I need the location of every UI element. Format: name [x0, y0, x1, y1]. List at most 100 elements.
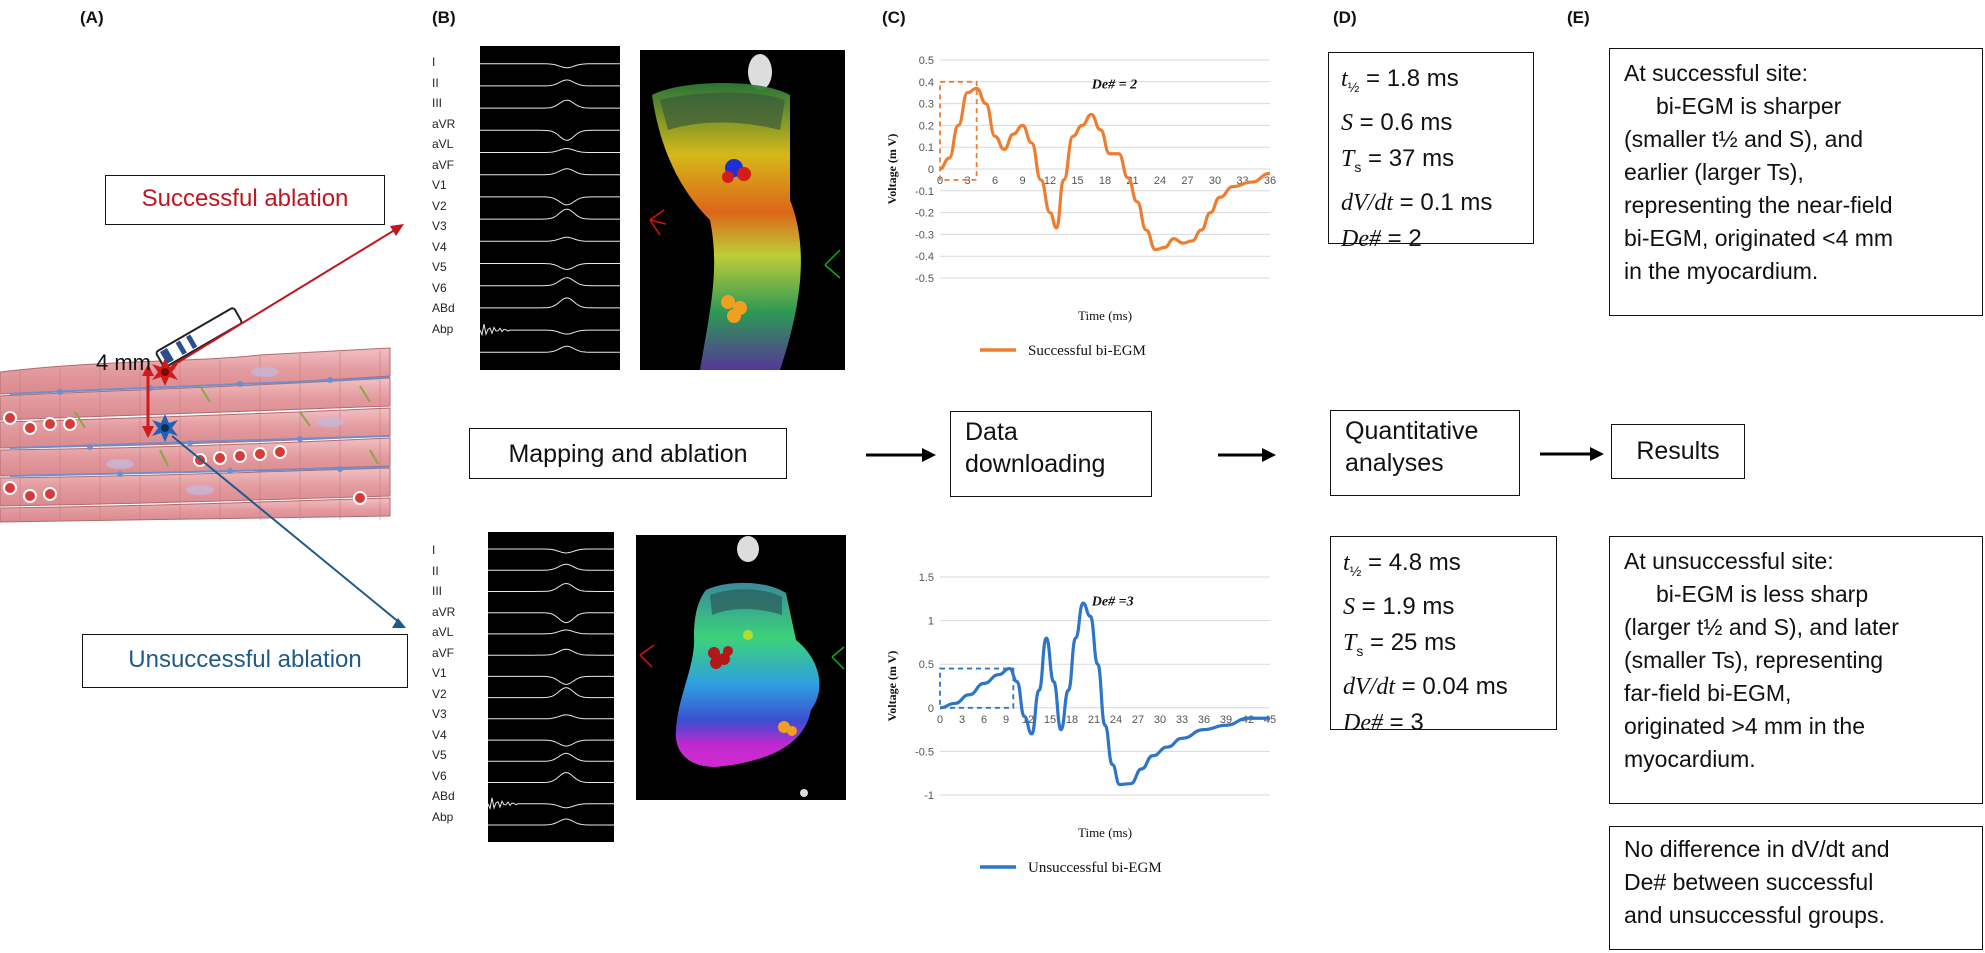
results-nodiff-line: De# between successful: [1624, 869, 1874, 895]
data-downloading-line2: downloading: [965, 450, 1106, 478]
ecg-trace-line: [479, 147, 620, 153]
unsuccessful-site-burst: [152, 414, 178, 442]
x-tick-label: 15: [1071, 175, 1083, 187]
ecg-lead-label: ABd: [432, 301, 455, 315]
mapping-and-ablation-step: Mapping and ablation: [469, 428, 787, 479]
ecg-lead-label: V2: [432, 686, 447, 701]
tissue-illustration: [0, 224, 406, 628]
ecg-lead-label: V2: [432, 198, 447, 213]
ecg-trace-line: [487, 612, 614, 624]
x-tick-label: 6: [992, 175, 998, 187]
ecg-lead-label: V3: [432, 219, 447, 233]
ecg-lead-label: V5: [432, 260, 447, 274]
data-downloading-line1: Data: [965, 418, 1018, 446]
ecg-trace-line: [487, 548, 614, 554]
x-tick-label: 9: [1003, 714, 1009, 726]
ecg-lead-label: aVR: [432, 604, 456, 619]
x-tick-label: 27: [1132, 714, 1144, 726]
successful-ablation-label: Successful ablation: [105, 175, 385, 225]
ecg-lead-label: V1: [432, 178, 447, 192]
param-s-successful: S = 0.6 ms: [1341, 108, 1453, 136]
ecg-lead-label: V6: [432, 768, 447, 783]
ecg-lead-label: II: [432, 563, 439, 578]
results-successful-line: (smaller t½ and S), and: [1624, 126, 1864, 152]
successful-egm-chart: 0.50.40.30.20.10-0.1-0.2-0.3-0.4-0.50 3 6 9…: [885, 55, 1276, 358]
x-tick-label: 9: [1019, 175, 1025, 187]
ecg-lead-labels-bottom: I II III aVR aVL aVF V1 V2 V3 V4 V5 V6 ABd Abp: [432, 540, 455, 827]
ecg-lead-label: Abp: [432, 809, 454, 824]
y-tick-label: 1.5: [919, 572, 934, 584]
highlight-box: [939, 667, 1015, 709]
y-tick-label: 0.4: [919, 77, 934, 89]
highlight-box: [939, 80, 978, 181]
x-tick-label: 18: [1099, 175, 1111, 187]
ecg-lead-label: V6: [432, 280, 447, 295]
x-tick-label: 3: [964, 175, 970, 187]
distance-arrow: [142, 364, 154, 438]
ecg-trace-line: [487, 752, 614, 762]
y-tick-label: 0.2: [919, 120, 934, 132]
quantitative-analyses-line1: Quantitative: [1345, 417, 1479, 445]
y-tick-label: -0.4: [915, 251, 934, 263]
data-downloading-step: Data downloading: [950, 411, 1152, 497]
ecg-trace-line: [487, 629, 614, 635]
y-tick-label: 0.3: [919, 99, 934, 111]
results-unsuccessful-line: bi-EGM is less sharp: [1624, 581, 1869, 607]
x-axis-label: Time (ms): [1078, 825, 1132, 840]
series-line: [939, 601, 1270, 787]
electroanatomic-map-bottom: [636, 535, 846, 800]
param-ts-unsuccessful: Ts = 25 ms: [1343, 628, 1457, 659]
panel-label-c: (C): [882, 8, 906, 27]
results-unsuccessful-line: At unsuccessful site:: [1624, 548, 1834, 574]
muscle-fibers: [0, 347, 391, 523]
ecg-trace-line: [479, 208, 620, 220]
ecg-lead-label: V5: [432, 748, 447, 762]
ecg-lead-label: V4: [432, 239, 447, 254]
quantitative-analyses-line2: analyses: [1345, 449, 1444, 477]
ecg-trace-line: [487, 771, 614, 783]
ecg-trace-line: [479, 297, 620, 309]
legend-label: Unsuccessful bi-EGM: [1028, 860, 1162, 875]
panel-label-b: (B): [432, 8, 456, 27]
results-successful-line: in the myocardium.: [1624, 258, 1819, 284]
results-successful-box: At successful site: bi-EGM is sharper (s…: [1609, 48, 1983, 316]
flow-arrow-3: [1540, 447, 1604, 461]
ecg-trace-line: [487, 687, 614, 699]
ecg-trace-line: [487, 675, 614, 685]
x-tick-label: 15: [1044, 714, 1056, 726]
ecg-lead-label: I: [432, 55, 436, 69]
results-successful-line: bi-EGM is sharper: [1624, 93, 1842, 119]
ecg-trace-line: [479, 324, 620, 337]
ecg-trace-line: [479, 63, 620, 69]
params-unsuccessful-box: t½ = 4.8 ms S = 1.9 ms Ts = 25 ms dV/dt …: [1330, 536, 1557, 736]
legend-label: Successful bi-EGM: [1028, 343, 1146, 358]
y-tick-label: 0.5: [919, 55, 934, 67]
ecg-trace-line: [487, 582, 614, 592]
ecg-lead-label: II: [432, 75, 439, 90]
panel-label-e: (E): [1567, 8, 1590, 27]
param-s-unsuccessful: S = 1.9 ms: [1343, 592, 1455, 620]
ecg-lead-label: aVR: [432, 116, 456, 131]
y-tick-label: -1: [924, 790, 934, 802]
ecg-trace-line: [479, 277, 620, 287]
x-tick-label: 21: [1088, 714, 1100, 726]
y-tick-label: -0.2: [915, 208, 934, 220]
ecg-lead-label: V4: [432, 727, 447, 742]
ecg-lead-label: ABd: [432, 789, 455, 803]
results-successful-line: representing the near-field: [1624, 192, 1893, 218]
series-line: [939, 86, 1271, 252]
y-tick-label: -0.5: [915, 746, 934, 758]
y-tick-label: 0.5: [919, 659, 934, 671]
ecg-trace-line: [479, 345, 620, 353]
ecg-lead-labels-top: I II III aVR aVL aVF V1 V2 V3 V4 V5 V6 ABd Abp: [432, 52, 455, 339]
results-unsuccessful-line: far-field bi-EGM,: [1624, 680, 1792, 706]
y-tick-label: 1: [928, 616, 934, 628]
successful-site-burst: [152, 358, 178, 386]
y-tick-label: -0.1: [915, 186, 934, 198]
y-tick-label: 0: [928, 703, 934, 715]
ecg-trace-line: [479, 196, 620, 206]
ecg-lead-label: I: [432, 543, 436, 557]
y-tick-label: -0.3: [915, 229, 934, 241]
y-tick-label: 0: [928, 164, 934, 176]
x-tick-label: 0: [937, 175, 943, 187]
